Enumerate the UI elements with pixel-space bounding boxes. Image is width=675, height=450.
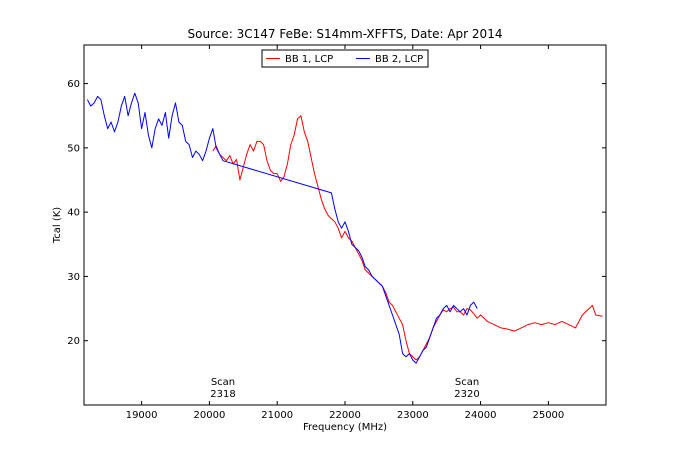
x-tick-label: 23000 bbox=[397, 410, 429, 421]
y-tick-label: 50 bbox=[67, 143, 80, 154]
y-tick-label: 60 bbox=[67, 79, 80, 90]
x-tick-label: 24000 bbox=[465, 410, 497, 421]
y-tick-label: 30 bbox=[67, 272, 80, 283]
chart-title: Source: 3C147 FeBe: S14mm-XFFTS, Date: A… bbox=[188, 27, 503, 41]
plot-area bbox=[86, 92, 603, 364]
legend-box bbox=[261, 49, 429, 68]
legend-label-bb1: BB 1, LCP bbox=[285, 54, 333, 65]
series-line-2 bbox=[86, 92, 478, 364]
x-tick-label: 20000 bbox=[194, 410, 226, 421]
x-axis-ticks: 19000 20000 21000 22000 23000 24000 25000 bbox=[126, 45, 564, 421]
legend: BB 1, LCP BB 2, LCP bbox=[261, 49, 429, 68]
y-tick-label: 20 bbox=[67, 336, 80, 347]
scan-annotation-label: Scan bbox=[455, 377, 479, 388]
x-tick-label: 25000 bbox=[532, 410, 564, 421]
scan-annotation-number: 2318 bbox=[210, 389, 235, 400]
x-tick-label: 21000 bbox=[261, 410, 293, 421]
y-axis-label: Tcal (K) bbox=[52, 207, 63, 244]
x-tick-label: 22000 bbox=[329, 410, 361, 421]
x-tick-label: 19000 bbox=[126, 410, 158, 421]
y-tick-label: 40 bbox=[67, 208, 80, 219]
y-axis-ticks: 20 30 40 50 60 bbox=[67, 79, 606, 347]
scan-annotation-label: Scan bbox=[211, 377, 235, 388]
legend-label-bb2: BB 2, LCP bbox=[375, 54, 423, 65]
x-axis-label: Frequency (MHz) bbox=[303, 422, 387, 433]
scan-annotation-number: 2320 bbox=[454, 389, 479, 400]
